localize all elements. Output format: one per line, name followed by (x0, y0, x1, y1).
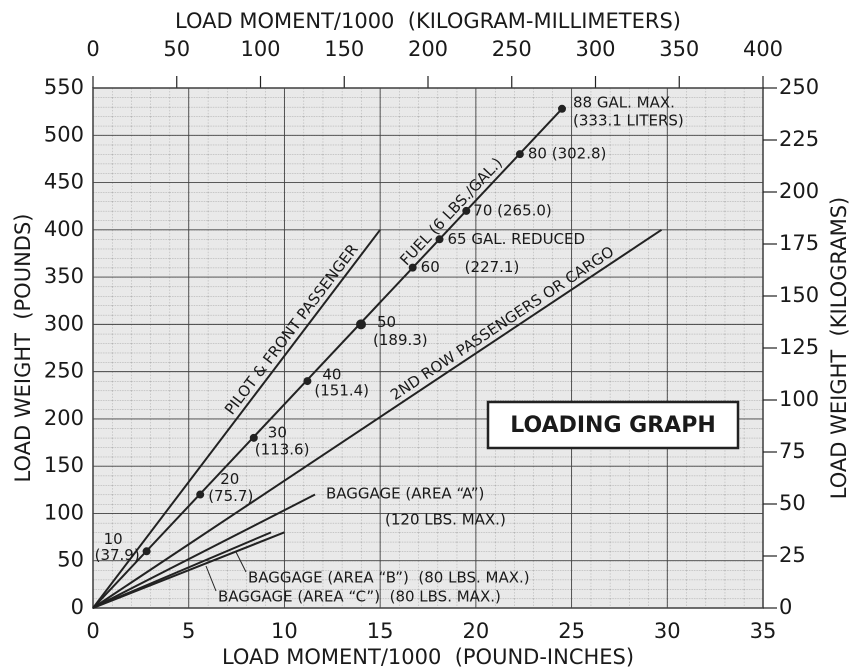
leader-line (235, 551, 247, 573)
y-axis-title: LOAD WEIGHT (POUNDS) (11, 214, 35, 483)
y-tick-label: 350 (44, 264, 84, 288)
box (486, 400, 740, 450)
point-label: (151.4) (314, 382, 369, 400)
fuel-point (435, 235, 444, 244)
point-label: 30 (268, 423, 287, 441)
x2-tick-label: 300 (575, 37, 615, 61)
y2-tick-label: 125 (779, 335, 819, 359)
point-label: (75.7) (208, 487, 253, 505)
y2-tick-label: 225 (779, 127, 819, 151)
point-label: 80 (302.8) (528, 145, 607, 163)
point-label: 70 (265.0) (473, 201, 552, 219)
point-label: (227.1) (465, 258, 520, 276)
y2-tick-label: 200 (779, 179, 819, 203)
y2-tick-label: 250 (779, 75, 819, 99)
y-tick-label: 50 (57, 548, 84, 572)
fuel-point (142, 547, 151, 556)
point-label: 88 GAL. MAX. (573, 93, 675, 111)
y2-tick-label: 0 (779, 595, 792, 619)
line-label: BAGGAGE (AREA “A”) (326, 485, 484, 503)
x-tick-label: 25 (558, 619, 585, 643)
y2-tick-label: 100 (779, 387, 819, 411)
x-tick-label: 20 (462, 619, 489, 643)
y-tick-label: 550 (44, 75, 84, 99)
series-line (92, 229, 381, 609)
series-line (92, 228, 663, 609)
x2-tick-label: 250 (492, 37, 532, 61)
point-label: 50 (377, 313, 396, 331)
x2-tick-label: 100 (240, 37, 280, 61)
x-tick-label: 5 (182, 619, 195, 643)
minor-grid (93, 88, 763, 608)
y-tick-label: 150 (44, 453, 84, 477)
fuel-point (408, 263, 417, 272)
fuel-point (196, 490, 205, 499)
x2-tick-label: 0 (86, 37, 99, 61)
series-line (92, 493, 316, 609)
line-label: BAGGAGE (AREA “B”) (80 LBS. MAX.) (248, 569, 530, 587)
y-tick-label: 250 (44, 359, 84, 383)
x-tick-label: 30 (654, 619, 681, 643)
series-line (92, 108, 563, 609)
y2-tick-label: 75 (779, 439, 806, 463)
x2-tick-label: 400 (743, 37, 783, 61)
point-label: 40 (322, 366, 341, 384)
point-label: 65 GAL. REDUCED (447, 230, 585, 248)
line-label: BAGGAGE (AREA “C”) (80 LBS. MAX.) (218, 588, 501, 606)
y-tick-label: 500 (44, 122, 84, 146)
y2-tick-label: 50 (779, 491, 806, 515)
point-label: (189.3) (373, 331, 428, 349)
x-tick-label: 0 (86, 619, 99, 643)
fuel-point (462, 206, 471, 215)
box-label: LOADING GRAPH (510, 413, 716, 438)
point-label: 60 (421, 258, 440, 276)
point-label: (113.6) (255, 440, 310, 458)
y-tick-label: 0 (71, 595, 84, 619)
point-label: (333.1 LITERS) (573, 111, 684, 129)
x2-tick-label: 150 (324, 37, 364, 61)
x-tick-label: 35 (750, 619, 777, 643)
y-tick-label: 450 (44, 170, 84, 194)
fuel-point (303, 377, 312, 386)
y-tick-label: 300 (44, 311, 84, 335)
y-tick-label: 100 (44, 500, 84, 524)
x-axis-title: LOAD MOMENT/1000 (POUND-INCHES) (222, 645, 634, 669)
fuel-point (515, 150, 524, 159)
x2-axis-title: LOAD MOMENT/1000 (KILOGRAM-MILLIMETERS) (175, 9, 681, 33)
x-tick-label: 15 (367, 619, 394, 643)
y2-tick-label: 150 (779, 283, 819, 307)
y-tick-label: 200 (44, 406, 84, 430)
y2-axis-title: LOAD WEIGHT (KILOGRAMS) (827, 197, 851, 499)
y-tick-label: 400 (44, 217, 84, 241)
fuel-point (356, 319, 366, 330)
fuel-point (249, 433, 258, 442)
x2-tick-label: 50 (163, 37, 190, 61)
x2-tick-label: 200 (408, 37, 448, 61)
line-label: (120 LBS. MAX.) (385, 511, 506, 529)
point-label: (37.9) (95, 546, 140, 564)
fuel-point (558, 104, 566, 113)
point-label: 20 (220, 470, 239, 488)
point-label: 10 (104, 530, 123, 548)
leader-line (205, 565, 217, 592)
y2-tick-label: 25 (779, 543, 806, 567)
x-tick-label: 10 (271, 619, 298, 643)
y2-tick-label: 175 (779, 231, 819, 255)
series-line (92, 531, 285, 609)
x2-tick-label: 350 (659, 37, 699, 61)
